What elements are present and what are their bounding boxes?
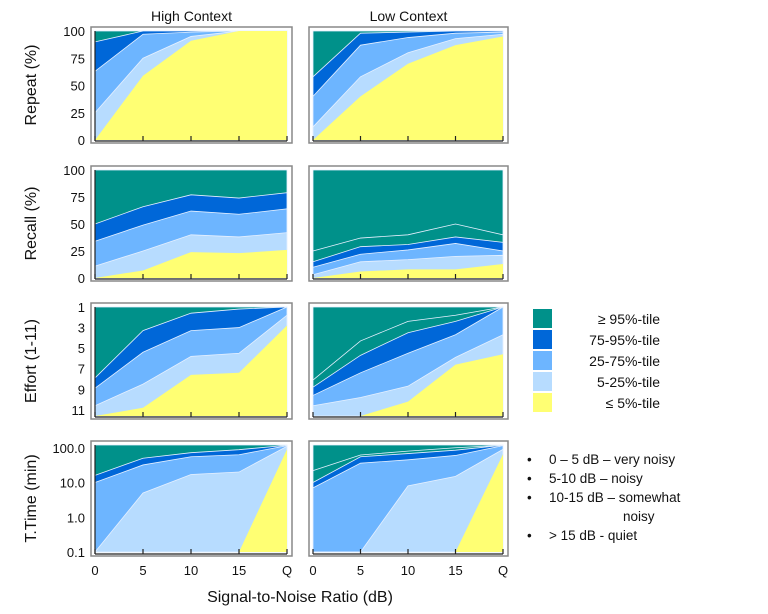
x-tick-label: 15 <box>448 563 462 578</box>
x-tick-label: 10 <box>184 563 198 578</box>
annotation-text: noisy <box>623 509 655 524</box>
y-tick-label: 11 <box>72 403 86 418</box>
x-tick-label: Q <box>498 563 508 578</box>
legend-item: 5-25%-tile <box>533 371 660 392</box>
area-band-le-5 <box>95 449 287 552</box>
area-band-le-5 <box>95 249 287 278</box>
area-band-le-5 <box>95 31 287 140</box>
y-tick-label: 3 <box>78 321 85 336</box>
area-band-le-5 <box>313 36 503 141</box>
annotation-item: • 0 – 5 dB – very noisy <box>527 452 676 467</box>
column-title: High Context <box>151 8 232 24</box>
x-tick-label: Q <box>282 563 292 578</box>
x-tick-label: 15 <box>232 563 246 578</box>
y-tick-label: 5 <box>78 341 85 356</box>
legend-swatch <box>533 393 552 412</box>
area-band-le-5 <box>95 325 287 416</box>
y-tick-label: 75 <box>71 190 85 205</box>
x-axis-label: Signal-to-Noise Ratio (dB) <box>207 589 393 606</box>
legend-label: 25-75%-tile <box>589 352 660 369</box>
y-tick-label: 1.0 <box>67 510 85 525</box>
annotation-text: 10-15 dB – somewhat <box>549 490 681 505</box>
y-tick-label: 100 <box>63 163 85 178</box>
x-tick-label: 5 <box>139 563 146 578</box>
annotation-text: 5-10 dB – noisy <box>549 471 643 486</box>
legend-label: ≤ 5%-tile <box>605 394 660 411</box>
annotation-item: noisy <box>527 507 680 526</box>
legend-swatch <box>533 330 552 349</box>
y-tick-label: 0 <box>78 133 85 148</box>
y-axis-label: Recall (%) <box>23 187 40 261</box>
y-tick-label: 0.1 <box>67 545 85 560</box>
y-tick-label: 50 <box>71 79 85 94</box>
annotation-text: > 15 dB - quiet <box>549 528 638 543</box>
legend-swatch <box>533 372 552 391</box>
legend-label: 75-95%-tile <box>589 331 660 348</box>
legend-item: 25-75%-tile <box>533 350 660 371</box>
y-axis-label: Repeat (%) <box>23 45 40 126</box>
annotation-item: • > 15 dB - quiet <box>527 528 638 543</box>
y-tick-label: 10.0 <box>60 476 85 491</box>
y-axis-label: Effort (1-11) <box>23 319 40 403</box>
snr-annotations: • 0 – 5 dB – very noisy • 5-10 dB – noisy … <box>527 450 680 545</box>
x-tick-label: 0 <box>91 563 98 578</box>
legend: ≥ 95%-tile 75-95%-tile 25-75%-tile 5-25%… <box>533 308 660 413</box>
y-tick-label: 7 <box>78 362 85 377</box>
y-tick-label: 25 <box>71 106 85 121</box>
column-title: Low Context <box>370 8 448 24</box>
area-band-le-5 <box>313 354 503 416</box>
legend-swatch <box>533 309 552 328</box>
legend-label: ≥ 95%-tile <box>597 310 660 327</box>
y-tick-label: 9 <box>78 382 85 397</box>
x-tick-label: 0 <box>309 563 316 578</box>
y-tick-label: 50 <box>71 217 85 232</box>
legend-label: 5-25%-tile <box>596 373 660 390</box>
area-band-le-5 <box>313 454 503 552</box>
y-tick-label: 25 <box>71 244 85 259</box>
x-tick-label: 10 <box>401 563 415 578</box>
y-axis-label: T.Time (min) <box>23 454 40 542</box>
annotation-item: • 10-15 dB – somewhat <box>527 490 681 505</box>
annotation-item: • 5-10 dB – noisy <box>527 471 643 486</box>
legend-item: ≤ 5%-tile <box>533 392 660 413</box>
y-tick-label: 100.0 <box>52 441 85 456</box>
annotation-text: 0 – 5 dB – very noisy <box>549 452 676 467</box>
x-tick-label: 5 <box>357 563 364 578</box>
y-tick-label: 0 <box>78 271 85 286</box>
legend-item: ≥ 95%-tile <box>533 308 660 329</box>
legend-swatch <box>533 351 552 370</box>
y-tick-label: 100 <box>63 24 85 39</box>
y-tick-label: 1 <box>78 300 85 315</box>
y-tick-label: 75 <box>71 51 85 66</box>
legend-item: 75-95%-tile <box>533 329 660 350</box>
